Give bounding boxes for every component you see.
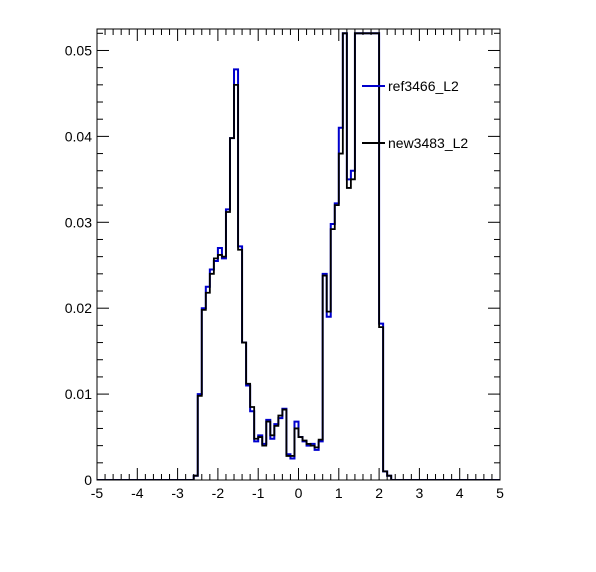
y-tick-label: 0.01 — [65, 386, 92, 402]
x-tick-label: 3 — [416, 485, 424, 501]
legend-label-ref3466_L2: ref3466_L2 — [388, 78, 459, 94]
x-tick-label: 2 — [375, 485, 383, 501]
axes-layer: -5 -4 -3 -2 -1 0 1 2 3 4 5 0 0.01 0.02 0.03 0.04 0.05 — [65, 29, 504, 501]
y-tick-label: 0.03 — [65, 214, 92, 230]
x-tick-label: -4 — [131, 485, 144, 501]
x-tick-label: -2 — [212, 485, 225, 501]
series-new3483_L2-line — [97, 32, 500, 480]
x-tick-label: 4 — [456, 485, 464, 501]
x-tick-label: -1 — [252, 485, 265, 501]
x-tick-label: -5 — [91, 485, 104, 501]
legend-label-new3483_L2: new3483_L2 — [388, 135, 468, 151]
y-tick-label: 0 — [84, 472, 92, 488]
y-tick-label: 0.02 — [65, 300, 92, 316]
y-tick-label: 0.04 — [65, 128, 92, 144]
x-tick-label: 0 — [295, 485, 303, 501]
x-tick-label: 1 — [335, 485, 343, 501]
y-tick-label: 0.05 — [65, 42, 92, 58]
x-tick-label: -3 — [171, 485, 184, 501]
legend: ref3466_L2 new3483_L2 — [362, 78, 468, 151]
series-layer — [97, 32, 500, 480]
x-tick-label: 5 — [496, 485, 504, 501]
